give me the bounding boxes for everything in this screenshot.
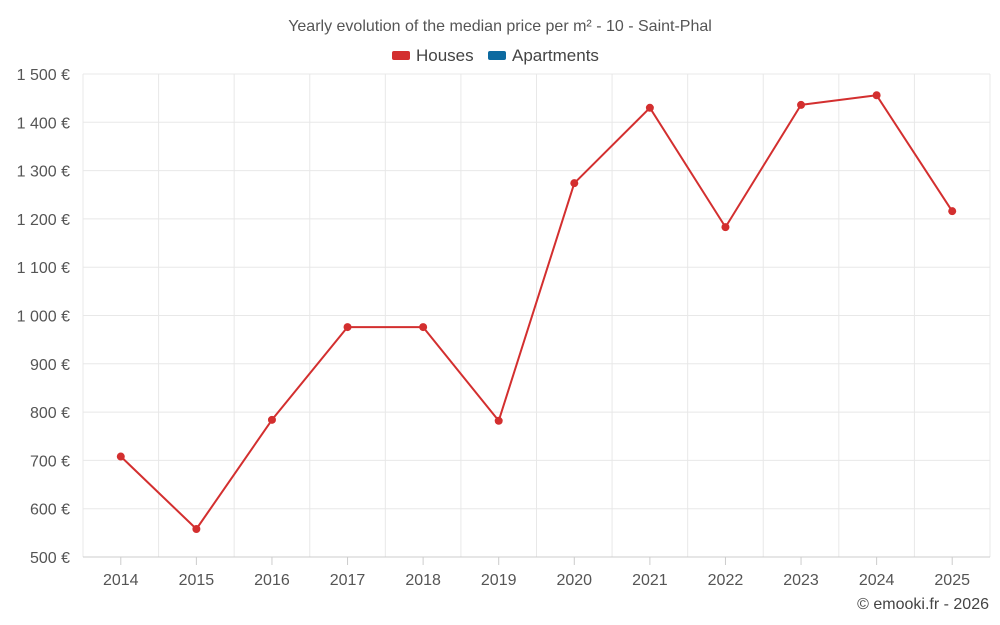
credit-text: © emooki.fr - 2026 bbox=[857, 596, 989, 613]
x-axis-ticks: 2014 2015 2016 2017 2018 2019 2020 2021 2022 2023… bbox=[103, 557, 970, 589]
x-tick-label: 2018 bbox=[405, 572, 441, 589]
legend-swatch-houses bbox=[392, 51, 410, 60]
data-point-houses[interactable] bbox=[645, 103, 654, 112]
y-tick-label: 500 € bbox=[30, 550, 70, 567]
chart-title: Yearly evolution of the median price per… bbox=[288, 18, 712, 35]
data-point-houses[interactable] bbox=[570, 179, 579, 188]
data-point-houses[interactable] bbox=[192, 524, 201, 533]
data-point-houses[interactable] bbox=[343, 323, 352, 332]
series-line-houses bbox=[120, 94, 954, 530]
data-point-houses[interactable] bbox=[267, 415, 276, 424]
x-tick-label: 2020 bbox=[556, 572, 592, 589]
x-tick-label: 2015 bbox=[179, 572, 215, 589]
data-point-houses[interactable] bbox=[494, 416, 503, 425]
y-tick-label: 1 300 € bbox=[17, 164, 70, 181]
x-tick-label: 2017 bbox=[330, 572, 366, 589]
data-point-houses[interactable] bbox=[872, 91, 881, 100]
x-tick-label: 2019 bbox=[481, 572, 517, 589]
y-tick-label: 800 € bbox=[30, 405, 70, 422]
x-tick-label: 2016 bbox=[254, 572, 290, 589]
series-houses bbox=[116, 91, 957, 533]
y-axis-ticks: 500 € 600 € 700 € 800 € 900 € 1 000 € 1 100 € 1… bbox=[17, 67, 70, 567]
data-point-houses[interactable] bbox=[721, 223, 730, 232]
x-tick-label: 2022 bbox=[708, 572, 744, 589]
legend-item-houses[interactable]: Houses bbox=[392, 46, 474, 65]
legend-item-apartments[interactable]: Apartments bbox=[488, 46, 599, 65]
x-tick-label: 2023 bbox=[783, 572, 819, 589]
y-tick-label: 600 € bbox=[30, 502, 70, 519]
x-tick-label: 2024 bbox=[859, 572, 895, 589]
legend-label-houses: Houses bbox=[416, 46, 474, 65]
grid bbox=[82, 73, 991, 558]
legend-label-apartments: Apartments bbox=[512, 46, 599, 65]
x-tick-label: 2025 bbox=[934, 572, 970, 589]
legend-swatch-apartments bbox=[488, 51, 506, 60]
x-tick-label: 2014 bbox=[103, 572, 139, 589]
y-tick-label: 700 € bbox=[30, 453, 70, 470]
y-tick-label: 1 200 € bbox=[17, 212, 70, 229]
data-point-houses[interactable] bbox=[419, 323, 428, 332]
data-point-houses[interactable] bbox=[948, 207, 957, 216]
y-tick-label: 1 100 € bbox=[17, 260, 70, 277]
y-tick-label: 900 € bbox=[30, 357, 70, 374]
x-tick-label: 2021 bbox=[632, 572, 668, 589]
legend: Houses Apartments bbox=[392, 46, 599, 65]
data-point-houses[interactable] bbox=[797, 100, 806, 109]
y-tick-label: 1 000 € bbox=[17, 309, 70, 326]
data-point-houses[interactable] bbox=[116, 452, 125, 461]
y-tick-label: 1 400 € bbox=[17, 115, 70, 132]
y-tick-label: 1 500 € bbox=[17, 67, 70, 84]
